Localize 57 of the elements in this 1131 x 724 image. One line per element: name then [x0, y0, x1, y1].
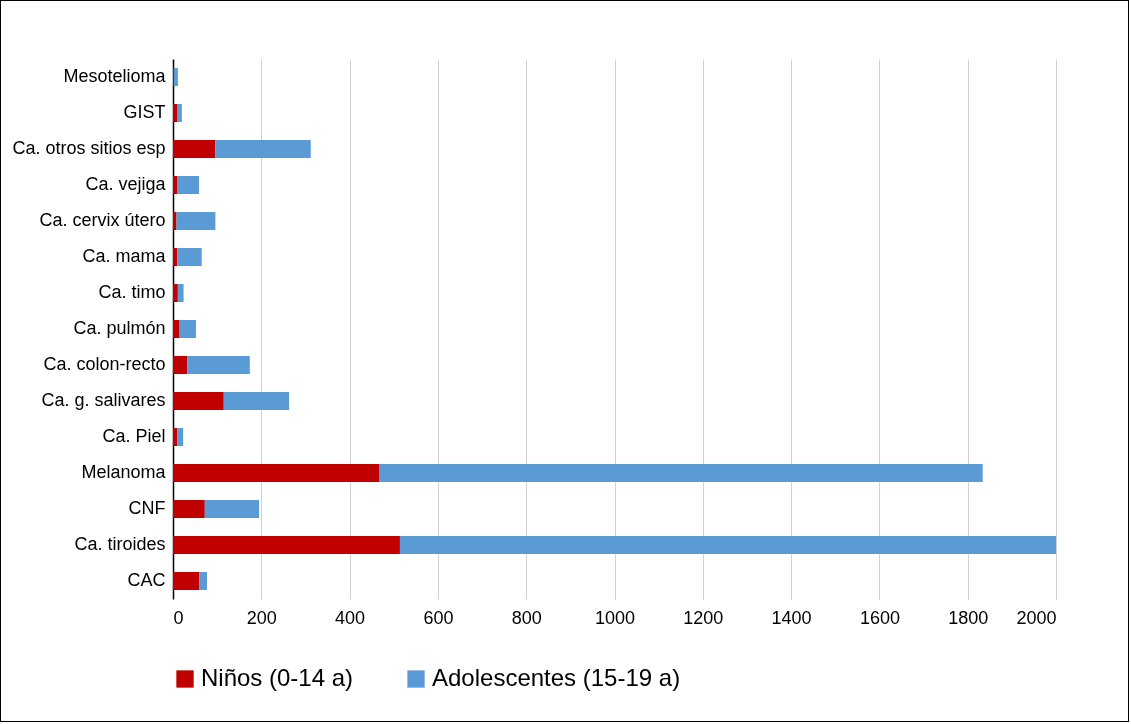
bar	[173, 428, 178, 446]
x-tick-label: 600	[423, 607, 454, 628]
x-tick-label: 1400	[771, 607, 812, 628]
y-tick-label: CNF	[128, 498, 166, 518]
bar	[223, 392, 290, 410]
bar	[173, 284, 178, 302]
x-tick-label: 1800	[948, 607, 989, 628]
bar	[177, 284, 184, 302]
bar	[177, 248, 202, 266]
legend-label: Niños (0-14 a)	[201, 664, 354, 691]
y-tick-label: GIST	[123, 102, 166, 122]
bar	[173, 464, 380, 482]
bar	[399, 536, 1056, 554]
bar	[204, 500, 260, 518]
bar	[215, 140, 311, 158]
x-tick-label: 200	[246, 607, 277, 628]
bar	[173, 68, 178, 86]
bar	[173, 572, 200, 590]
bar	[379, 464, 983, 482]
bar	[179, 320, 196, 338]
x-tick-label: 0	[173, 607, 184, 628]
bar	[176, 212, 216, 230]
bar	[173, 140, 216, 158]
legend-label: Adolescentes (15-19 a)	[432, 664, 681, 691]
y-tick-label: Ca. otros sitios esp	[12, 138, 166, 158]
x-tick-label: 800	[511, 607, 542, 628]
y-tick-label: Mesotelioma	[63, 66, 167, 86]
y-tick-label: Melanoma	[81, 462, 167, 482]
y-tick-label: Ca. colon-recto	[43, 354, 166, 374]
bar	[173, 176, 177, 194]
bar	[176, 104, 182, 122]
y-tick-label: Ca. cervix útero	[39, 210, 166, 230]
bar	[173, 248, 178, 266]
y-tick-label: Ca. pulmón	[73, 318, 166, 338]
y-tick-label: Ca. tiroides	[74, 534, 166, 554]
bar	[173, 536, 400, 554]
bar	[177, 428, 184, 446]
y-tick-label: Ca. mama	[82, 246, 167, 266]
bar	[173, 212, 177, 230]
x-tick-label: 1200	[683, 607, 724, 628]
x-tick-label: 2000	[1016, 607, 1057, 628]
x-tick-label: 1000	[594, 607, 636, 628]
bar	[173, 320, 180, 338]
x-tick-label: 400	[335, 607, 366, 628]
bar	[176, 176, 200, 194]
bar	[173, 500, 205, 518]
y-tick-label: Ca. g. salivares	[41, 390, 166, 410]
bar	[173, 392, 224, 410]
bar	[199, 572, 207, 590]
bar	[173, 356, 188, 374]
bar	[173, 104, 177, 122]
y-tick-label: Ca. Piel	[102, 426, 166, 446]
x-tick-label: 1600	[859, 607, 900, 628]
bar	[187, 356, 250, 374]
y-tick-label: CAC	[127, 570, 166, 590]
y-tick-label: Ca. vejiga	[85, 174, 167, 194]
y-tick-label: Ca. timo	[98, 282, 166, 302]
